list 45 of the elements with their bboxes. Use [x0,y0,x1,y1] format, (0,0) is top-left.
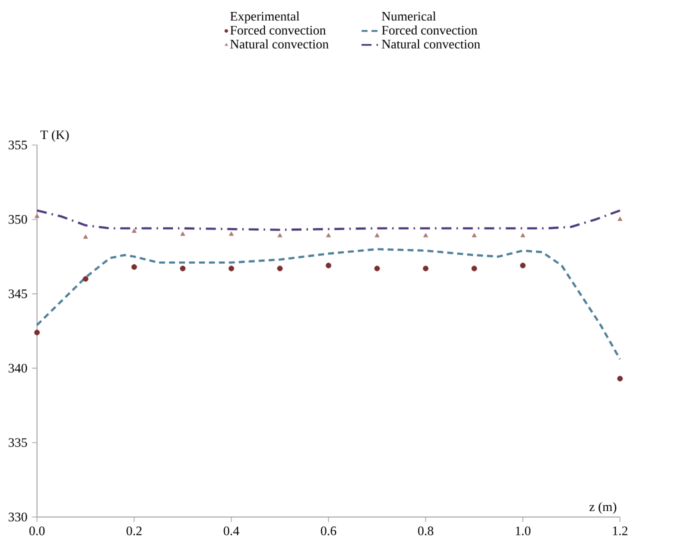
text: Experimental [230,12,300,24]
legend-label: Natural convection [230,39,329,48]
point [34,214,40,218]
x-tick-label: 0.4 [224,526,240,536]
point [180,266,186,272]
point [422,266,428,272]
point [520,262,526,268]
point [471,266,478,272]
point [82,276,88,282]
point [277,266,283,272]
text: Numerical [382,12,436,21]
y-tick-label: 335 [8,438,27,447]
x-tick-label: 1.2 [613,526,628,536]
point [228,266,234,272]
y-tick-label: 355 [8,140,27,150]
point [131,264,137,270]
point [326,262,332,268]
point [83,234,88,239]
y-axis-title: T (K) [40,130,69,142]
x-tick-label: 0.0 [29,526,45,536]
point [472,232,477,238]
point [132,228,137,233]
point [423,232,428,238]
point [34,330,40,336]
y-tick-label: 330 [8,512,28,522]
point [617,376,623,382]
point [374,232,380,238]
y-tick-label: 345 [8,289,27,298]
point [520,232,526,238]
x-axis-title: z (m) [589,502,616,514]
x-tick-label: 0.6 [320,526,336,536]
y-tick-label: 350 [8,215,28,224]
x-tick-label: 0.8 [418,526,434,536]
point [374,266,380,272]
point [277,232,282,238]
x-tick-label: 1.0 [516,526,530,536]
y-tick-label: 340 [8,364,28,373]
legend-label: Forced convection [382,25,478,35]
x-tick-label: 0.2 [126,526,142,536]
point [326,232,331,238]
legend-label: Forced convection [230,25,326,35]
point [618,216,622,221]
point [228,231,234,236]
point [180,231,186,236]
legend-label: Natural convection [382,39,480,48]
